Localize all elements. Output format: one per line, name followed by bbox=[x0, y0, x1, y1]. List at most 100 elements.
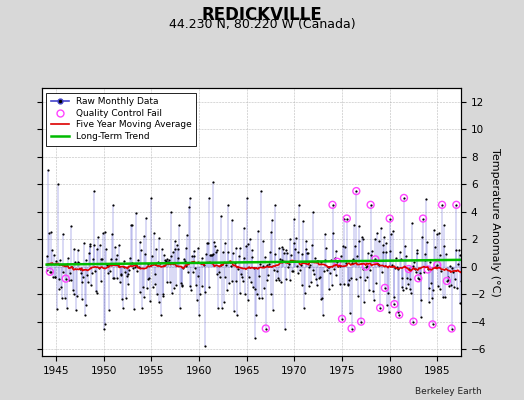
Point bbox=[148, 253, 157, 260]
Point bbox=[104, 270, 112, 276]
Point bbox=[326, 270, 334, 276]
Point bbox=[227, 278, 236, 284]
Point bbox=[333, 258, 342, 265]
Point bbox=[374, 261, 382, 267]
Point bbox=[221, 240, 230, 246]
Point bbox=[409, 318, 418, 325]
Point bbox=[228, 216, 237, 223]
Point bbox=[192, 282, 200, 288]
Point bbox=[335, 280, 344, 287]
Point bbox=[412, 250, 421, 256]
Point bbox=[439, 294, 447, 300]
Point bbox=[338, 316, 346, 322]
Point bbox=[149, 284, 157, 290]
Point bbox=[377, 269, 386, 275]
Point bbox=[309, 208, 318, 215]
Point bbox=[173, 254, 182, 261]
Point bbox=[352, 188, 361, 194]
Point bbox=[58, 294, 66, 301]
Point bbox=[414, 275, 422, 282]
Point bbox=[426, 259, 434, 265]
Point bbox=[232, 278, 240, 284]
Point bbox=[420, 251, 429, 257]
Point bbox=[158, 246, 166, 253]
Point bbox=[357, 318, 365, 325]
Point bbox=[373, 229, 381, 236]
Point bbox=[376, 305, 384, 311]
Point bbox=[398, 275, 407, 281]
Point bbox=[201, 343, 210, 350]
Point bbox=[363, 262, 371, 269]
Point bbox=[424, 284, 433, 291]
Point bbox=[96, 241, 104, 248]
Point bbox=[209, 251, 217, 257]
Point bbox=[213, 247, 222, 253]
Point bbox=[170, 285, 178, 291]
Point bbox=[305, 283, 314, 290]
Point bbox=[162, 256, 171, 262]
Point bbox=[314, 258, 322, 264]
Point bbox=[79, 274, 88, 280]
Point bbox=[80, 240, 88, 247]
Point bbox=[431, 244, 439, 250]
Point bbox=[112, 256, 120, 263]
Point bbox=[375, 262, 384, 268]
Point bbox=[194, 245, 202, 251]
Point bbox=[52, 258, 60, 264]
Point bbox=[174, 245, 183, 252]
Point bbox=[281, 276, 290, 282]
Point bbox=[93, 246, 102, 252]
Point bbox=[443, 274, 452, 280]
Point bbox=[227, 262, 235, 269]
Point bbox=[261, 325, 270, 332]
Point bbox=[269, 267, 278, 273]
Point bbox=[164, 258, 172, 265]
Point bbox=[121, 269, 129, 275]
Point bbox=[356, 274, 365, 280]
Point bbox=[312, 276, 320, 282]
Point bbox=[150, 281, 159, 287]
Point bbox=[381, 248, 390, 255]
Point bbox=[220, 299, 228, 305]
Point bbox=[261, 253, 269, 260]
Point bbox=[47, 269, 55, 275]
Point bbox=[198, 255, 206, 261]
Point bbox=[405, 266, 413, 272]
Point bbox=[147, 262, 155, 268]
Point bbox=[438, 202, 446, 208]
Point bbox=[258, 295, 266, 302]
Point bbox=[406, 286, 414, 293]
Point bbox=[324, 286, 333, 292]
Point bbox=[343, 281, 352, 288]
Point bbox=[245, 274, 253, 280]
Point bbox=[428, 321, 436, 328]
Point bbox=[325, 264, 333, 270]
Legend: Raw Monthly Data, Quality Control Fail, Five Year Moving Average, Long-Term Tren: Raw Monthly Data, Quality Control Fail, … bbox=[47, 92, 196, 146]
Point bbox=[340, 280, 348, 287]
Point bbox=[355, 223, 363, 230]
Point bbox=[78, 279, 86, 286]
Point bbox=[181, 245, 190, 252]
Point bbox=[446, 282, 455, 288]
Point bbox=[202, 251, 211, 258]
Point bbox=[71, 259, 80, 265]
Point bbox=[286, 235, 294, 242]
Point bbox=[113, 252, 122, 258]
Point bbox=[444, 276, 453, 283]
Point bbox=[209, 179, 217, 185]
Point bbox=[419, 215, 427, 222]
Point bbox=[425, 299, 433, 305]
Point bbox=[82, 256, 91, 263]
Point bbox=[84, 278, 92, 285]
Point bbox=[123, 273, 131, 279]
Point bbox=[394, 266, 402, 272]
Point bbox=[74, 247, 83, 254]
Point bbox=[207, 252, 215, 258]
Point bbox=[106, 268, 114, 275]
Point bbox=[389, 294, 398, 300]
Text: REDICKVILLE: REDICKVILLE bbox=[202, 6, 322, 24]
Point bbox=[100, 325, 108, 332]
Point bbox=[243, 195, 251, 201]
Point bbox=[448, 264, 456, 271]
Point bbox=[65, 277, 73, 283]
